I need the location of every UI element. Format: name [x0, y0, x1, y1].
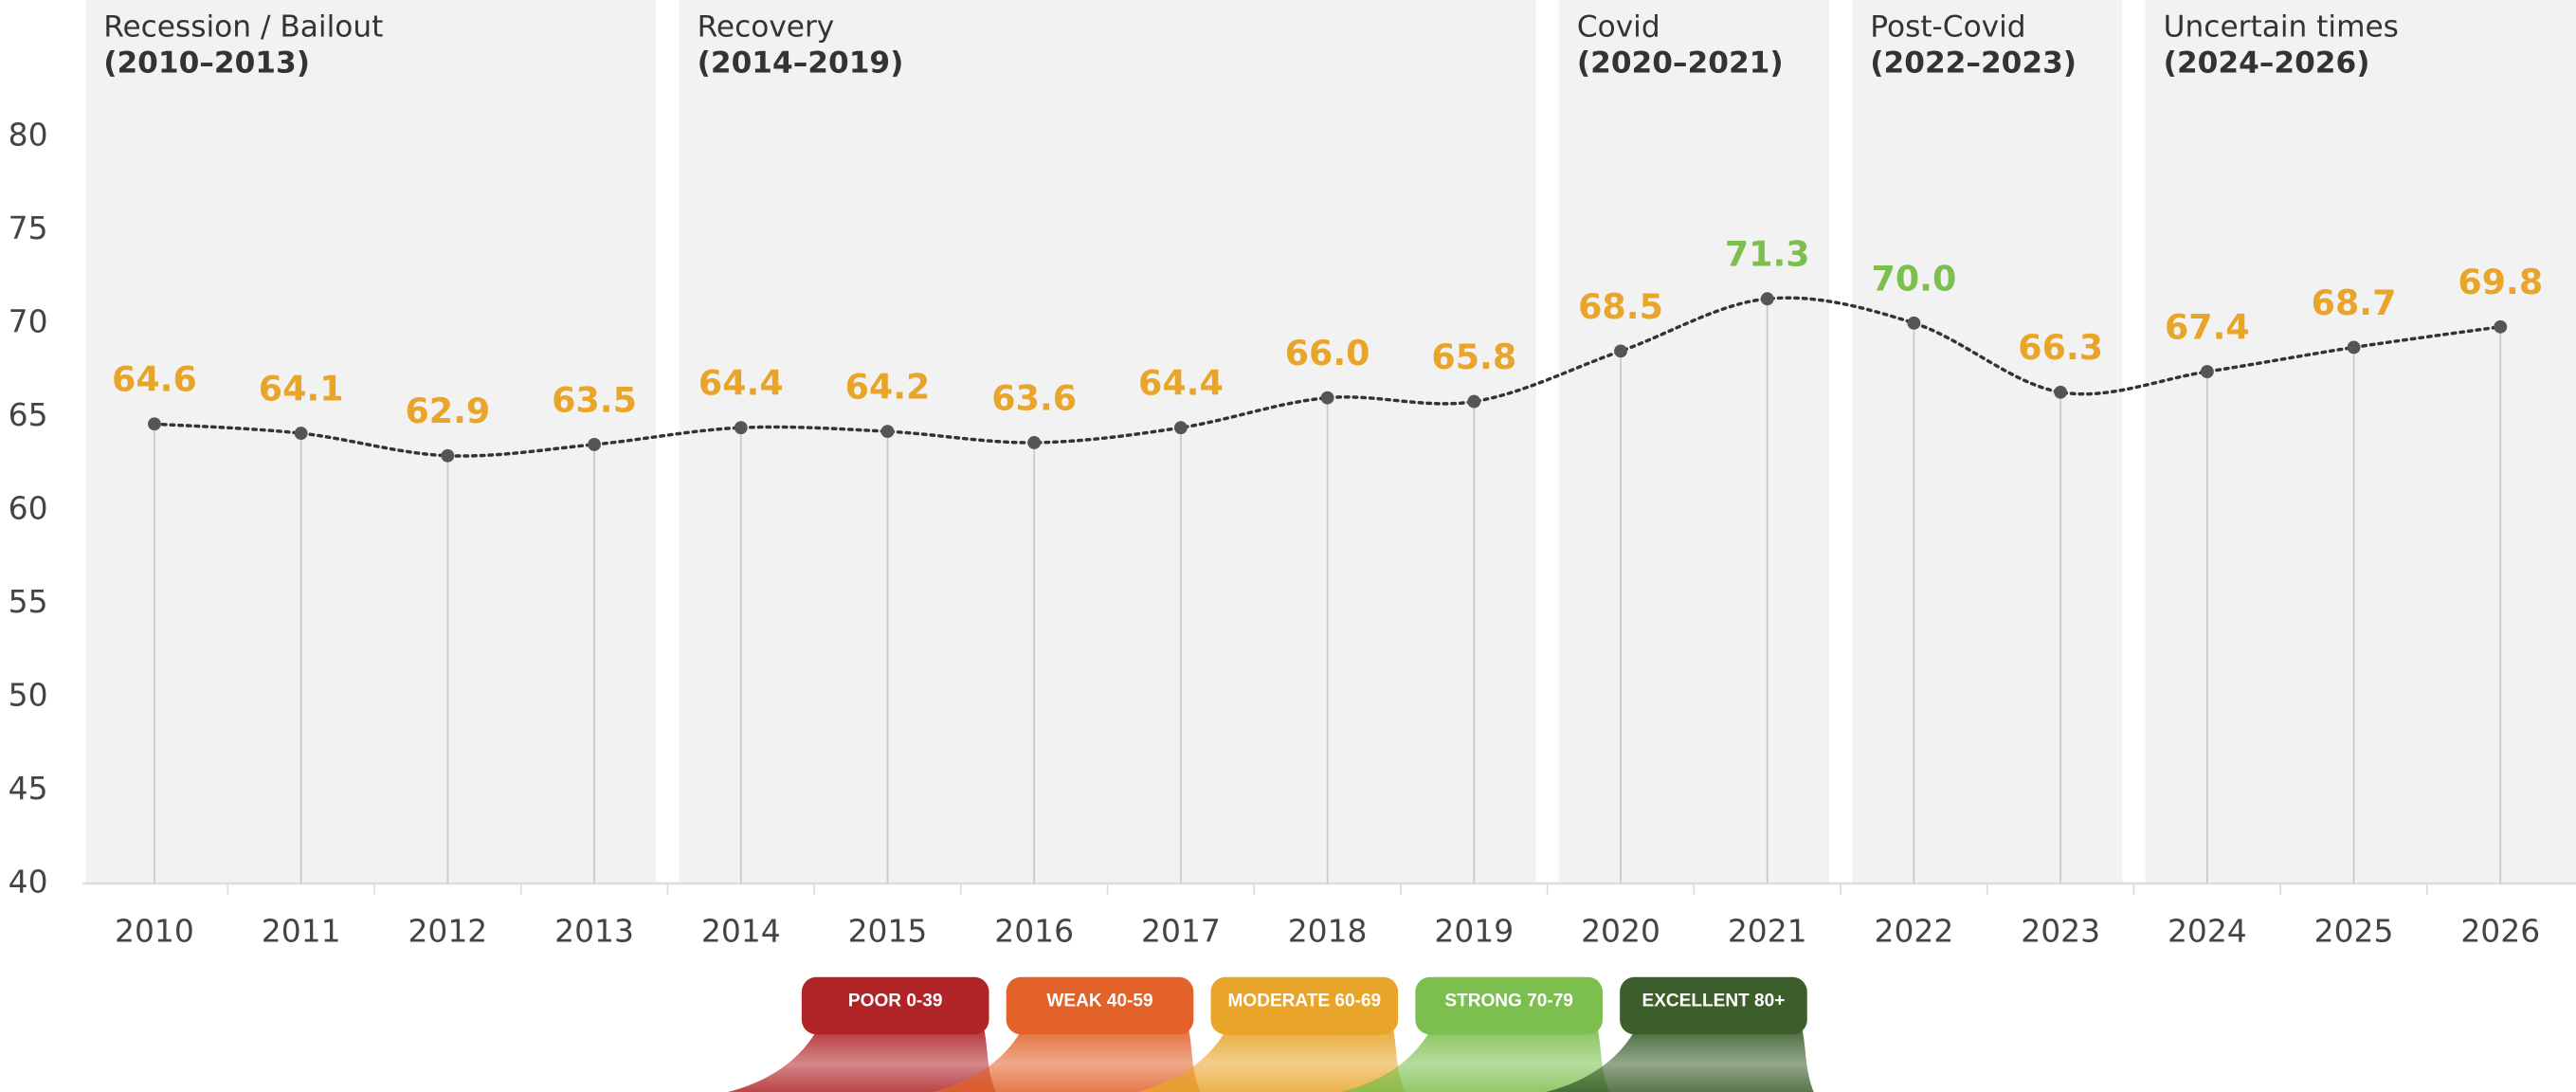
y-tick-label: 40 — [9, 864, 48, 901]
x-tick-label: 2015 — [848, 912, 928, 949]
legend-badge — [1006, 976, 1194, 1035]
x-tick-label: 2023 — [2021, 912, 2100, 949]
y-tick-label: 50 — [9, 676, 48, 713]
data-point — [2494, 319, 2508, 334]
period-band — [679, 0, 1536, 883]
x-tick-label: 2018 — [1288, 912, 1368, 949]
legend-flare — [1136, 1021, 1406, 1092]
period-band — [1558, 0, 1829, 883]
data-point — [2347, 340, 2361, 355]
data-point — [2054, 385, 2068, 399]
legend-badge — [1210, 976, 1399, 1035]
y-tick-label: 55 — [9, 583, 48, 620]
legend-flare — [727, 1021, 996, 1092]
period-range: (2024–2026) — [2164, 46, 2370, 81]
value-label: 65.8 — [1431, 337, 1516, 377]
data-point — [441, 448, 455, 463]
data-point — [880, 425, 895, 439]
data-point — [1760, 292, 1774, 306]
x-tick-label: 2025 — [2314, 912, 2394, 949]
y-tick-label: 70 — [9, 302, 48, 339]
period-band — [2145, 0, 2576, 883]
data-point — [1614, 344, 1627, 358]
x-tick-label: 2022 — [1875, 912, 1954, 949]
legend-label: EXCELLENT 80+ — [1642, 992, 1786, 1011]
period-label: Recession / Bailout — [103, 9, 383, 44]
value-label: 68.5 — [1578, 286, 1663, 327]
x-tick-label: 2024 — [2168, 912, 2247, 949]
x-tick-label: 2013 — [554, 912, 634, 949]
x-tick-label: 2020 — [1581, 912, 1660, 949]
value-label: 68.7 — [2312, 282, 2397, 323]
value-label: 71.3 — [1725, 234, 1810, 275]
legend-badge — [1415, 976, 1603, 1035]
legend-badge — [1620, 976, 1807, 1035]
value-label: 69.8 — [2458, 262, 2543, 302]
x-tick-label: 2012 — [408, 912, 487, 949]
legend-label: WEAK 40-59 — [1046, 992, 1152, 1011]
legend-label: STRONG 70-79 — [1444, 992, 1573, 1011]
x-tick-label: 2026 — [2460, 912, 2540, 949]
period-band — [1852, 0, 2123, 883]
period-range: (2010–2013) — [103, 46, 310, 81]
x-tick-label: 2017 — [1141, 912, 1221, 949]
x-tick-label: 2021 — [1728, 912, 1807, 949]
data-point — [734, 421, 748, 435]
period-band — [85, 0, 657, 883]
y-tick-label: 45 — [9, 770, 48, 807]
x-tick-label: 2019 — [1434, 912, 1514, 949]
legend-flare — [1546, 1021, 1814, 1092]
value-label: 64.6 — [112, 359, 197, 400]
data-point — [294, 427, 308, 441]
value-label: 64.1 — [259, 369, 344, 410]
period-range: (2020–2021) — [1577, 46, 1784, 81]
data-point — [588, 437, 601, 451]
x-tick-label: 2010 — [115, 912, 194, 949]
data-point — [1467, 394, 1481, 409]
period-range: (2014–2019) — [698, 46, 904, 81]
y-tick-label: 65 — [9, 396, 48, 433]
x-tick-label: 2014 — [701, 912, 781, 949]
value-label: 62.9 — [405, 391, 490, 431]
period-range: (2022–2023) — [1870, 46, 2077, 81]
data-point — [1320, 391, 1334, 405]
value-label: 64.4 — [1138, 363, 1224, 404]
data-point — [1173, 421, 1188, 435]
legend-flare — [1341, 1021, 1609, 1092]
data-point — [1027, 436, 1042, 449]
period-label: Uncertain times — [2164, 9, 2399, 44]
data-point — [148, 417, 161, 431]
value-label: 64.2 — [845, 367, 931, 408]
data-point — [1907, 316, 1921, 330]
y-tick-label: 80 — [9, 116, 48, 153]
y-tick-label: 60 — [9, 489, 48, 526]
value-label: 63.6 — [991, 377, 1077, 418]
legend-flare — [932, 1021, 1201, 1092]
x-tick-label: 2016 — [994, 912, 1074, 949]
data-point — [2200, 365, 2214, 378]
period-label: Recovery — [698, 9, 835, 44]
period-label: Covid — [1577, 9, 1660, 44]
value-label: 66.0 — [1285, 333, 1370, 373]
value-label: 64.4 — [698, 363, 784, 404]
value-label: 66.3 — [2018, 327, 2103, 368]
legend-label: MODERATE 60-69 — [1228, 992, 1382, 1011]
value-label: 63.5 — [552, 379, 637, 420]
period-label: Post-Covid — [1870, 9, 2025, 44]
y-tick-label: 75 — [9, 209, 48, 246]
value-label: 70.0 — [1872, 258, 1957, 299]
legend-badge — [801, 976, 989, 1035]
legend-label: POOR 0-39 — [848, 992, 943, 1011]
x-tick-label: 2011 — [262, 912, 341, 949]
value-label: 67.4 — [2165, 307, 2250, 348]
